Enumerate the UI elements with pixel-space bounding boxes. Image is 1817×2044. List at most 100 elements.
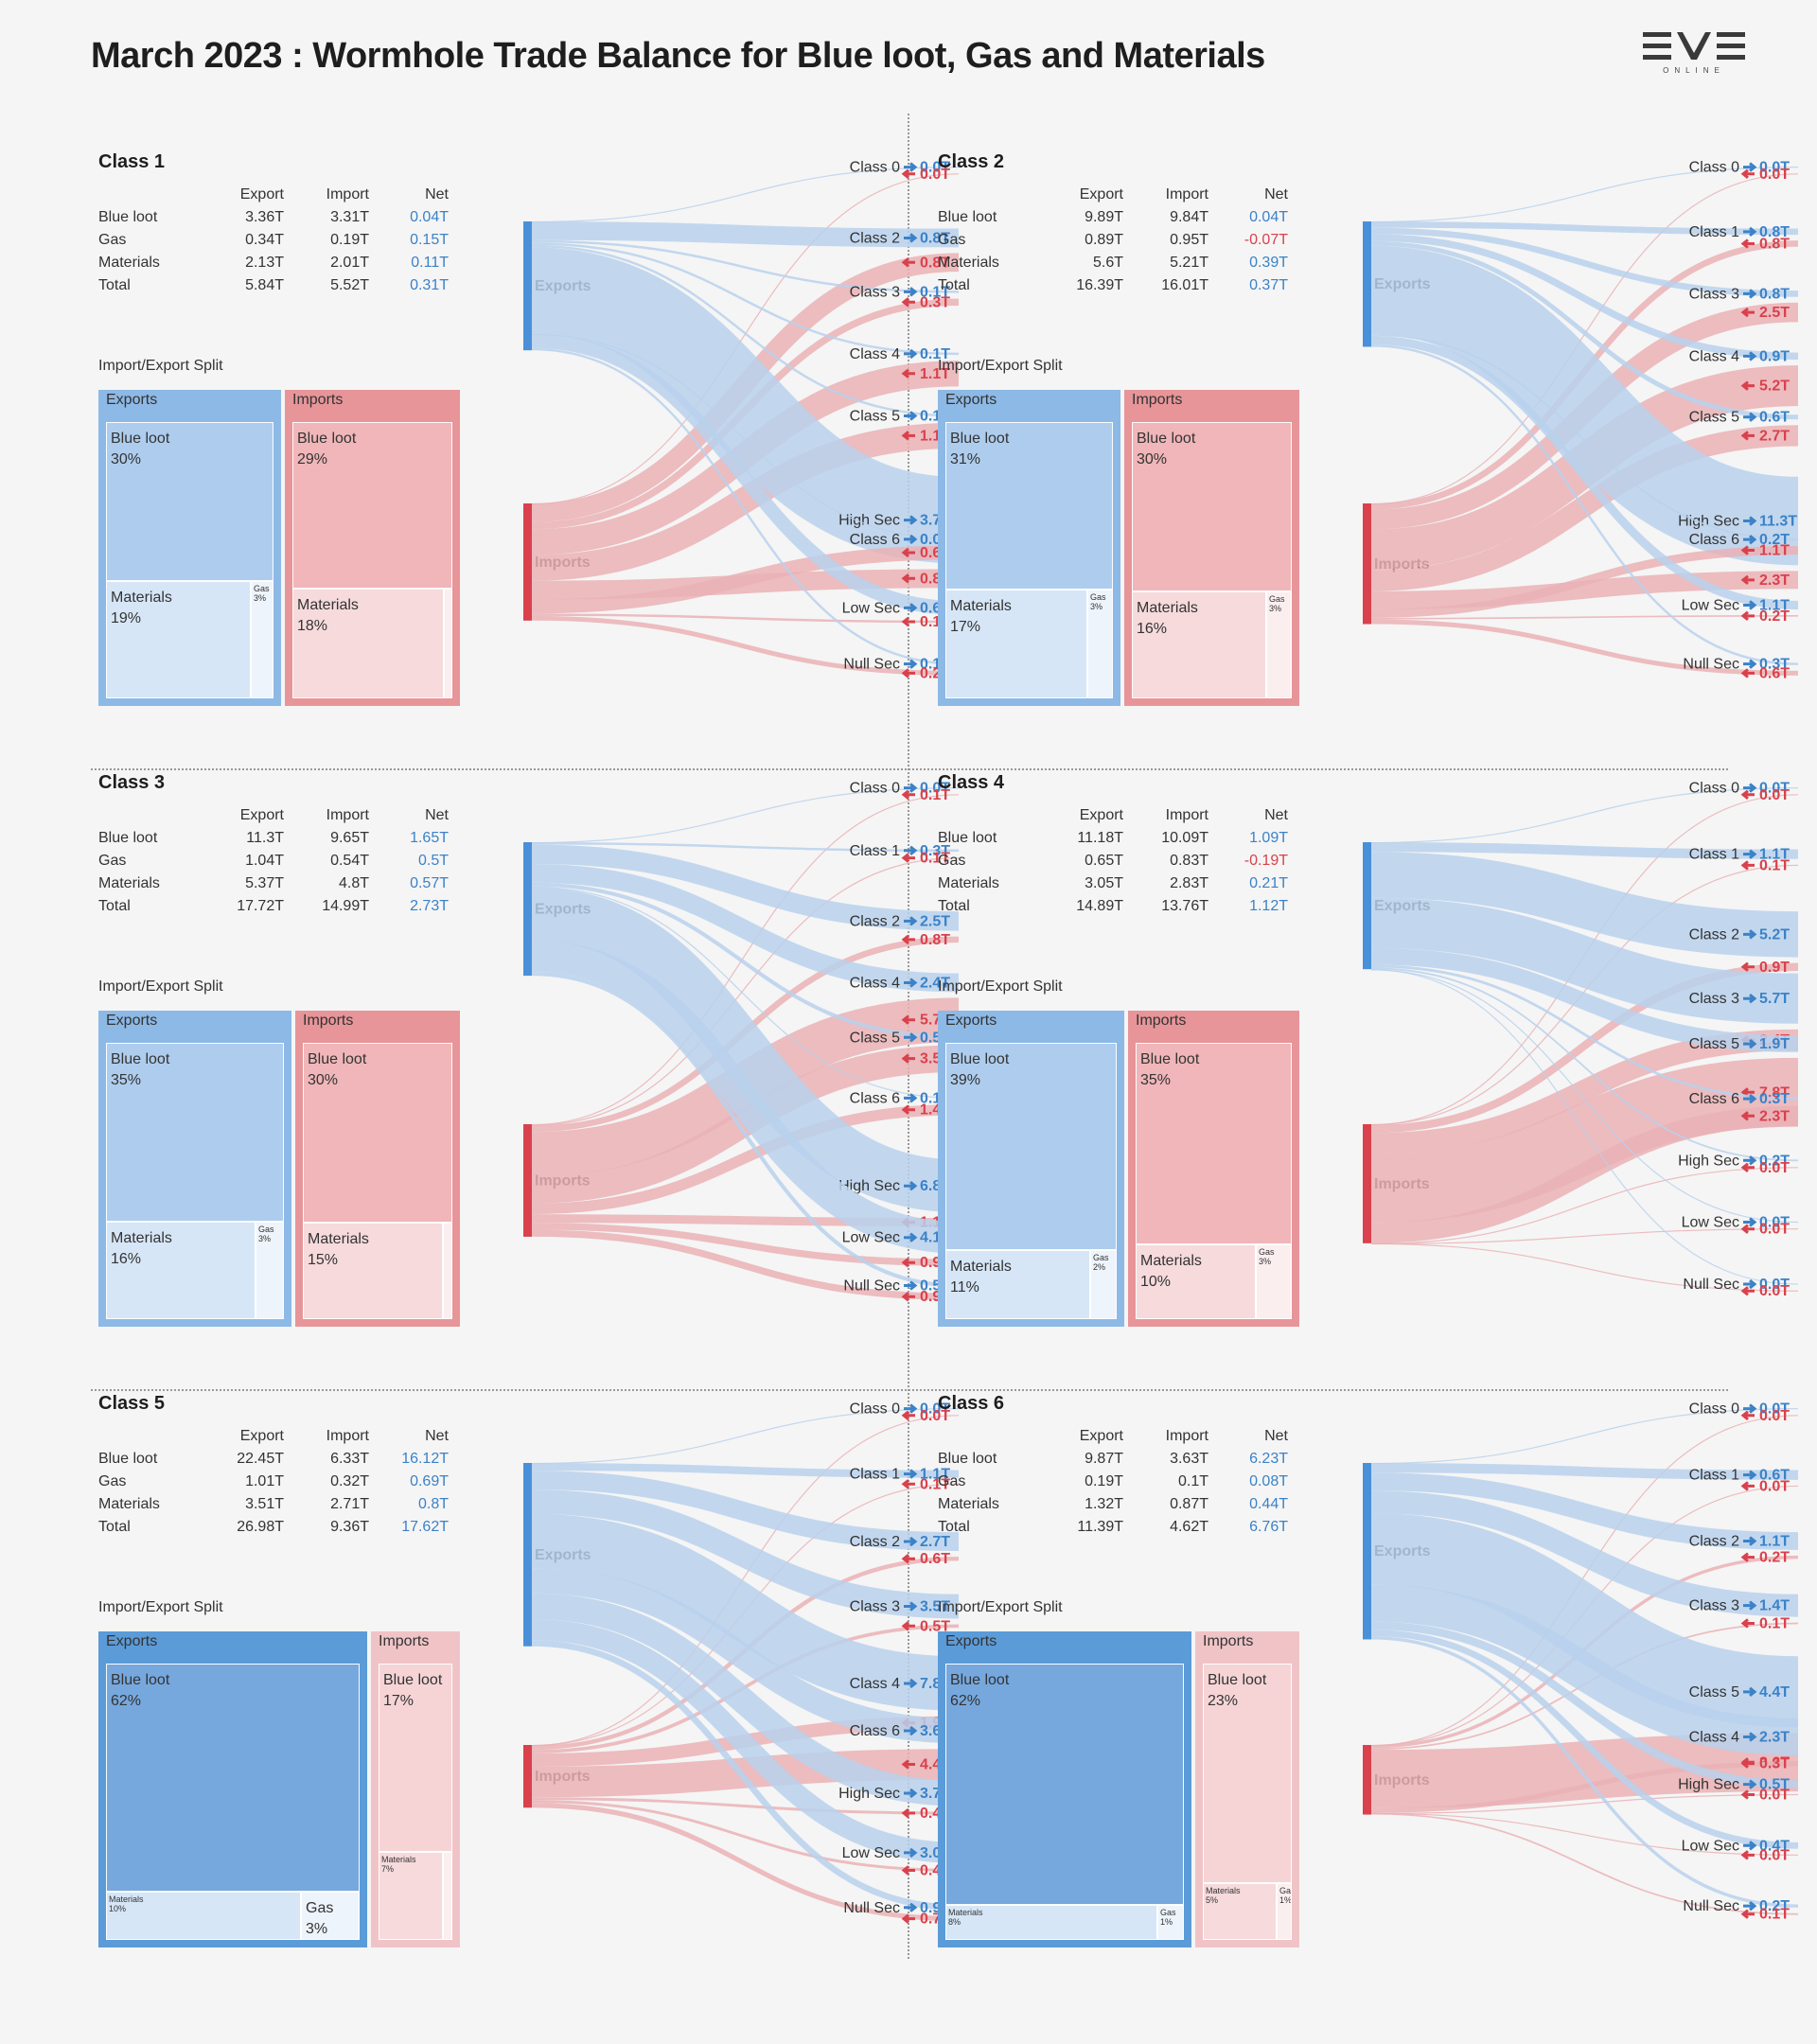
table-header-row: Export Import Net xyxy=(938,804,1288,827)
destination-label: Null Sec xyxy=(843,1278,900,1294)
import-flow-value: 0.0T xyxy=(920,1408,950,1424)
export-value: 0.65T xyxy=(1085,853,1123,869)
destination-label: Class 4 xyxy=(850,1676,900,1692)
table-row: Gas 0.65T 0.83T -0.19T xyxy=(938,850,1288,872)
exports-node xyxy=(523,221,532,351)
cell-percent: 19% xyxy=(111,610,142,626)
materials-cell: Materials 19% xyxy=(106,581,251,698)
table-row: Blue loot 22.45T 6.33T 16.12T xyxy=(98,1448,449,1471)
import-value: 9.65T xyxy=(330,830,369,846)
import-flow-value: 0.0T xyxy=(1759,1787,1790,1803)
trade-stats-table: Export Import Net Blue loot 9.87T 3.63T 6.23T G… xyxy=(938,1425,1288,1539)
import-flow-value: 0.1T xyxy=(920,787,950,803)
destination-label: Null Sec xyxy=(1683,1898,1739,1914)
row-label: Blue loot xyxy=(98,830,158,846)
gas-cell xyxy=(443,1852,452,1940)
row-label: Materials xyxy=(98,255,160,271)
destination-label: Low Sec xyxy=(1682,1838,1739,1854)
row-label: Blue loot xyxy=(98,209,158,225)
export-flow-link xyxy=(1370,344,1799,665)
import-arrow-icon xyxy=(901,1621,915,1631)
gas-cell: Gas 2% xyxy=(1090,1250,1117,1319)
export-arrow-icon xyxy=(1743,849,1757,859)
table-row: Gas 0.19T 0.1T 0.08T xyxy=(938,1471,1288,1493)
export-arrow-icon xyxy=(904,1725,918,1736)
export-flow-link xyxy=(531,221,960,248)
export-flow-link xyxy=(531,1463,960,1478)
export-value: 11.18T xyxy=(1077,830,1123,846)
table-row: Blue loot 11.3T 9.65T 1.65T xyxy=(98,827,449,850)
export-flow-link xyxy=(531,347,960,665)
export-arrow-icon xyxy=(1743,659,1757,669)
table-header-row: Export Import Net xyxy=(98,804,449,827)
row-label: Gas xyxy=(98,853,127,869)
import-arrow-icon xyxy=(901,1053,915,1064)
export-flow-value: 0.8T xyxy=(1759,286,1790,302)
cell-percent: 8% xyxy=(948,1917,961,1927)
table-row: Gas 0.89T 0.95T -0.07T xyxy=(938,229,1288,252)
export-arrow-icon xyxy=(1743,994,1757,1004)
import-arrow-icon xyxy=(901,1807,915,1819)
destination-label: Class 5 xyxy=(1689,410,1739,426)
imports-node xyxy=(1363,1745,1371,1815)
export-arrow-icon xyxy=(904,1232,918,1242)
table-row: Materials 2.13T 2.01T 0.11T xyxy=(98,252,449,274)
import-flow-link xyxy=(1370,571,1799,609)
import-value: 0.32T xyxy=(330,1473,369,1489)
row-label: Gas xyxy=(98,1473,127,1489)
import-arrow-icon xyxy=(901,1554,915,1564)
cell-percent: 10% xyxy=(109,1904,127,1913)
cell-label: Materials xyxy=(1206,1886,1241,1895)
export-flow-value: 3.5T xyxy=(920,1599,950,1615)
net-value: 0.21T xyxy=(1249,875,1288,891)
destination-label: Class 4 xyxy=(850,976,900,992)
cell-percent: 7% xyxy=(381,1864,395,1874)
export-value: 3.51T xyxy=(245,1496,284,1512)
export-flow-value: 0.6T xyxy=(1759,1468,1790,1484)
export-flow-value: 0.0T xyxy=(920,781,950,797)
import-arrow-icon xyxy=(901,1865,915,1876)
destination-label: Class 5 xyxy=(850,1030,900,1046)
destination-label: Class 1 xyxy=(1689,224,1739,240)
import-flow-value: 0.3T xyxy=(920,294,950,310)
export-flow-value: 0.0T xyxy=(1759,1401,1790,1418)
row-label: Materials xyxy=(98,1496,160,1512)
cell-percent: 3% xyxy=(1269,604,1282,613)
import-arrow-icon xyxy=(1740,1111,1755,1121)
import-flow-value: 0.6T xyxy=(1759,665,1790,681)
destination-label: Class 2 xyxy=(1689,1534,1739,1550)
export-flow-value: 2.5T xyxy=(920,913,950,929)
import-value: 13.76T xyxy=(1161,898,1208,914)
import-value: 4.8T xyxy=(338,875,369,891)
destination-label: Class 2 xyxy=(850,230,900,246)
export-arrow-icon xyxy=(904,603,918,613)
cell-percent: 30% xyxy=(1137,451,1168,467)
export-arrow-icon xyxy=(1743,783,1757,793)
export-arrow-icon xyxy=(904,659,918,669)
destination-label: High Sec xyxy=(1678,514,1739,530)
blue-loot-cell: Blue loot 35% xyxy=(1136,1043,1292,1244)
blue-loot-cell: Blue loot 35% xyxy=(106,1043,284,1222)
net-value: 1.12T xyxy=(1249,898,1288,914)
export-value: 0.34T xyxy=(245,232,284,248)
export-flow-value: 4.4T xyxy=(1759,1684,1790,1700)
table-row: Total 26.98T 9.36T 17.62T xyxy=(98,1516,449,1539)
import-flow-value: 0.0T xyxy=(1759,1478,1790,1494)
class-title: Class 5 xyxy=(98,1393,166,1414)
import-export-treemap: Exports Blue loot 30% Materials 19% Gas 3% Impo… xyxy=(98,390,460,706)
export-arrow-icon xyxy=(904,1902,918,1912)
header-blank xyxy=(938,1425,1051,1448)
import-arrow-icon xyxy=(901,1913,915,1924)
export-value: 16.39T xyxy=(1076,277,1123,293)
header-import: Import xyxy=(1165,1428,1208,1444)
cell-label: Gas xyxy=(1090,592,1106,602)
cell-label: Materials xyxy=(1140,1253,1202,1269)
gas-cell xyxy=(443,1223,452,1319)
imports-node xyxy=(1363,1124,1371,1243)
export-arrow-icon xyxy=(1743,162,1757,172)
import-flow-link xyxy=(531,1103,960,1215)
export-flow-value: 0.2T xyxy=(1759,1153,1790,1169)
cell-percent: 30% xyxy=(308,1072,339,1088)
materials-cell: Materials 7% xyxy=(379,1852,443,1940)
